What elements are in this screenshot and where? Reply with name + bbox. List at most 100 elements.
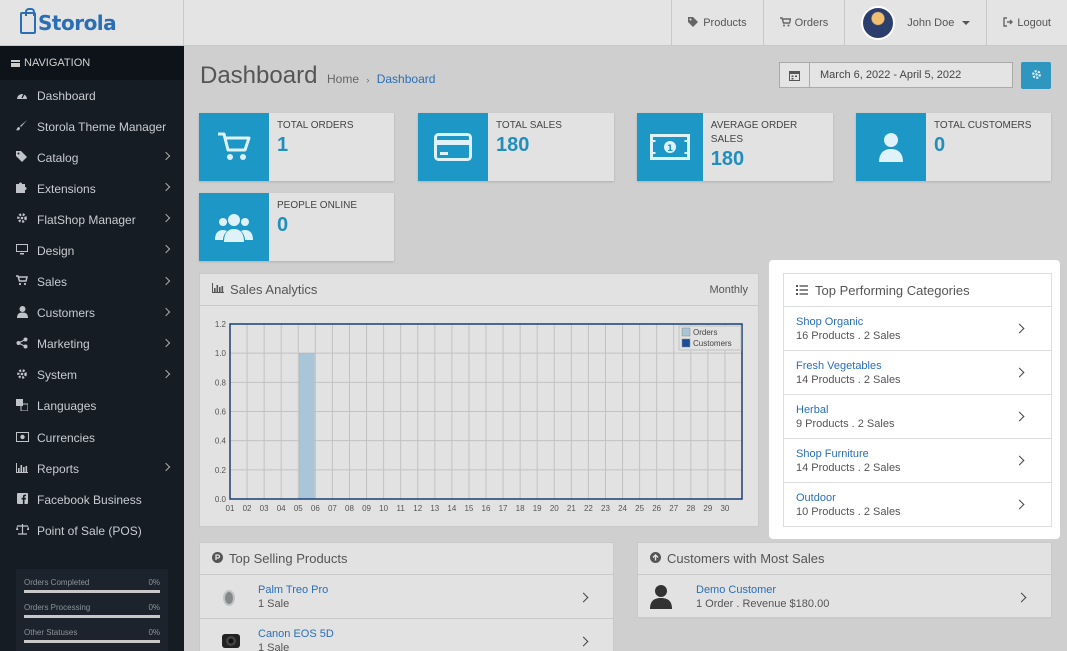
- list-icon: [796, 283, 808, 298]
- order-stat-value: 0%: [148, 603, 160, 612]
- total-sales-tile[interactable]: TOTAL SALES 180: [418, 113, 614, 181]
- category-item[interactable]: Herbal 9 Products . 2 Sales: [784, 395, 1051, 439]
- sidebar-item-catalog[interactable]: Catalog: [0, 142, 184, 173]
- user-icon: [856, 113, 926, 181]
- product-name[interactable]: Palm Treo Pro: [258, 584, 329, 596]
- chevron-right-icon: [161, 214, 171, 223]
- period-selector[interactable]: Monthly: [709, 283, 748, 296]
- product-item[interactable]: Canon EOS 5D 1 Sale: [200, 619, 613, 651]
- sidebar-item-storola-theme-manager[interactable]: Storola Theme Manager: [0, 111, 184, 142]
- date-range-picker[interactable]: March 6, 2022 - April 5, 2022: [779, 62, 1013, 88]
- user-menu[interactable]: John Doe: [844, 0, 986, 46]
- tags-icon: [688, 16, 699, 30]
- sidebar-item-marketing[interactable]: Marketing: [0, 329, 184, 360]
- date-range-value: March 6, 2022 - April 5, 2022: [820, 69, 962, 81]
- category-name[interactable]: Fresh Vegetables: [796, 360, 882, 372]
- bar-chart-icon: [212, 283, 224, 296]
- cart-icon: [779, 16, 792, 30]
- sidebar-item-flatshop-manager[interactable]: FlatShop Manager: [0, 204, 184, 235]
- sidebar-item-point-of-sale-pos[interactable]: Point of Sale (POS): [0, 515, 184, 546]
- scale-icon: [15, 523, 29, 538]
- x-tick-label: 17: [499, 504, 508, 513]
- total-customers-tile[interactable]: TOTAL CUSTOMERS 0: [856, 113, 1051, 181]
- logo-text: Storola: [38, 11, 117, 35]
- category-item[interactable]: Fresh Vegetables 14 Products . 2 Sales: [784, 351, 1051, 395]
- logout-label: Logout: [1017, 17, 1051, 29]
- sidebar-item-label: Storola Theme Manager: [37, 119, 167, 134]
- x-tick-label: 01: [226, 504, 235, 513]
- cart-icon: [15, 275, 29, 289]
- cart-icon: [199, 113, 269, 181]
- sales-chart: 0.0 0.2 0.4 0.6 0.8 1.0 1.2 01 02 03 04 05 06 07 08 09 1…: [215, 320, 743, 513]
- plot-frame: [229, 323, 743, 500]
- product-meta: 1 Sale: [258, 642, 290, 651]
- products-link[interactable]: Products: [671, 0, 762, 46]
- x-tick-label: 25: [635, 504, 644, 513]
- logo[interactable]: Storola: [0, 0, 184, 46]
- x-tick-label: 08: [345, 504, 354, 513]
- sidebar-item-sales[interactable]: Sales: [0, 267, 184, 298]
- sidebar-item-system[interactable]: System: [0, 360, 184, 391]
- people-online-tile[interactable]: PEOPLE ONLINE 0: [199, 193, 394, 261]
- sidebar-item-currencies[interactable]: Currencies: [0, 422, 184, 453]
- x-tick-label: 29: [703, 504, 712, 513]
- sidebar-item-label: Design: [37, 244, 75, 259]
- total-orders-tile[interactable]: TOTAL ORDERS 1: [199, 113, 394, 181]
- category-item[interactable]: Outdoor 10 Products . 2 Sales: [784, 483, 1051, 527]
- sidebar-item-label: FlatShop Manager: [37, 212, 136, 227]
- x-tick-label: 27: [669, 504, 678, 513]
- breadcrumb-current[interactable]: Dashboard: [376, 72, 436, 86]
- sign-out-icon: [1003, 16, 1014, 30]
- order-stat-row: Other Statuses 0%: [24, 625, 160, 650]
- average-order-tile[interactable]: 1 AVERAGE ORDER SALES 180: [637, 113, 833, 181]
- breadcrumb-home[interactable]: Home: [327, 72, 360, 86]
- credit-card-icon: [418, 113, 488, 181]
- x-tick-label: 13: [430, 504, 439, 513]
- product-name[interactable]: Canon EOS 5D: [258, 628, 334, 640]
- facebook-icon: [15, 492, 29, 507]
- gear-icon: [1031, 69, 1042, 83]
- sidebar-item-label: Sales: [37, 275, 68, 290]
- sidebar-item-extensions[interactable]: Extensions: [0, 173, 184, 204]
- sidebar-item-label: Currencies: [37, 430, 96, 445]
- sidebar-menu: Dashboard Storola Theme Manager Catalog Ext…: [0, 80, 184, 546]
- category-name[interactable]: Herbal: [796, 404, 829, 416]
- sidebar-item-customers[interactable]: Customers: [0, 298, 184, 329]
- orders-link[interactable]: Orders: [762, 0, 845, 46]
- arrow-circle-up-icon: [650, 551, 661, 566]
- sidebar-item-languages[interactable]: Languages: [0, 391, 184, 422]
- top-bar: Storola Products Orders John Doe Logout: [0, 0, 1067, 46]
- sidebar-item-label: Extensions: [37, 181, 96, 196]
- category-name[interactable]: Shop Organic: [796, 316, 864, 328]
- settings-button[interactable]: [1021, 62, 1051, 89]
- order-stat-label: Orders Processing: [24, 603, 91, 612]
- legend-swatch: [681, 327, 691, 337]
- x-tick-label: 24: [618, 504, 627, 513]
- legend-label: Orders: [693, 328, 717, 337]
- y-tick-label: 0.6: [215, 408, 227, 417]
- category-name[interactable]: Outdoor: [796, 492, 836, 504]
- navigation-heading[interactable]: NAVIGATION: [0, 46, 184, 80]
- sidebar-item-design[interactable]: Design: [0, 235, 184, 266]
- sidebar: NAVIGATION Dashboard Storola Theme Manage…: [0, 46, 184, 651]
- sidebar-item-label: Catalog: [37, 150, 79, 165]
- x-tick-label: 26: [652, 504, 661, 513]
- product-thumbnail: [220, 629, 240, 651]
- x-tick-label: 16: [482, 504, 491, 513]
- customer-item[interactable]: Demo Customer 1 Order . Revenue $180.00: [638, 575, 1051, 619]
- logout-link[interactable]: Logout: [986, 0, 1067, 46]
- sidebar-item-facebook-business[interactable]: Facebook Business: [0, 484, 184, 515]
- category-item[interactable]: Shop Furniture 14 Products . 2 Sales: [784, 439, 1051, 483]
- chevron-right-icon: [161, 307, 171, 316]
- category-meta: 16 Products . 2 Sales: [796, 330, 901, 342]
- category-item[interactable]: Shop Organic 16 Products . 2 Sales: [784, 307, 1051, 351]
- sidebar-item-reports[interactable]: Reports: [0, 453, 184, 484]
- language-icon: [15, 398, 29, 414]
- user-name: John Doe: [907, 17, 955, 29]
- x-tick-label: 06: [311, 504, 320, 513]
- x-tick-label: 04: [277, 504, 286, 513]
- customer-name[interactable]: Demo Customer: [696, 584, 777, 596]
- sidebar-item-dashboard[interactable]: Dashboard: [0, 80, 184, 111]
- product-item[interactable]: Palm Treo Pro 1 Sale: [200, 575, 613, 619]
- category-name[interactable]: Shop Furniture: [796, 448, 869, 460]
